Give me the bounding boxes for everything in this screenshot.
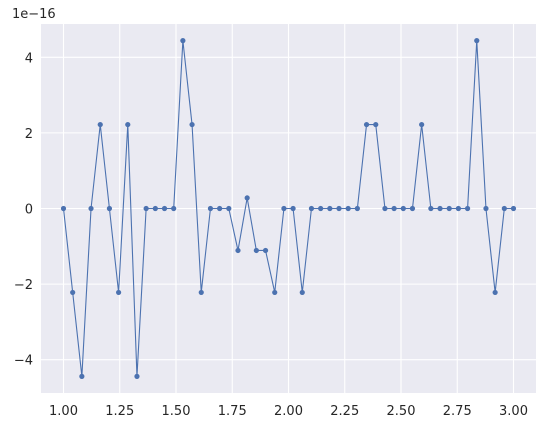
data-point xyxy=(510,205,517,212)
data-point xyxy=(244,195,250,201)
data-point xyxy=(281,205,287,212)
data-point xyxy=(97,121,103,128)
data-point xyxy=(492,289,498,296)
data-point xyxy=(428,205,434,212)
data-point xyxy=(79,373,85,379)
data-point xyxy=(161,205,168,212)
x-tick-label: 2.75 xyxy=(443,404,472,419)
data-point xyxy=(180,38,186,44)
x-tick-labels: 1.00 1.25 1.50 1.75 2.00 2.25 2.50 2.75 3.00 xyxy=(49,404,528,419)
data-point xyxy=(134,373,140,379)
data-point xyxy=(125,121,131,128)
data-point xyxy=(217,205,223,212)
data-point xyxy=(70,289,76,296)
data-point xyxy=(299,289,305,296)
data-point xyxy=(318,205,324,212)
data-point xyxy=(474,38,480,44)
data-point xyxy=(106,205,113,212)
y-axis-offset-label: 1e−16 xyxy=(12,7,56,22)
data-point xyxy=(382,205,388,212)
data-point xyxy=(198,289,204,296)
data-point xyxy=(464,205,471,212)
data-point xyxy=(290,205,296,212)
data-point xyxy=(391,205,397,212)
data-point xyxy=(336,205,342,212)
data-point xyxy=(235,247,241,254)
data-point xyxy=(207,205,214,212)
data-point xyxy=(171,205,177,212)
data-point xyxy=(354,205,360,212)
data-point xyxy=(446,205,452,212)
data-point xyxy=(327,205,333,212)
x-tick-label: 2.00 xyxy=(274,404,303,419)
x-tick-label: 2.25 xyxy=(330,404,359,419)
x-tick-label: 3.00 xyxy=(499,404,528,419)
x-tick-label: 1.75 xyxy=(218,404,247,419)
data-point xyxy=(483,205,489,212)
data-point xyxy=(437,205,443,212)
data-point xyxy=(409,205,416,212)
y-tick-label: −2 xyxy=(14,278,33,293)
y-tick-labels: −4 −2 0 2 4 xyxy=(14,51,33,368)
data-point xyxy=(455,205,461,212)
data-point xyxy=(143,205,149,212)
x-tick-label: 1.50 xyxy=(162,404,191,419)
series-points xyxy=(60,38,517,379)
data-point xyxy=(88,205,94,212)
x-tick-label: 1.25 xyxy=(105,404,134,419)
data-point xyxy=(262,247,269,254)
data-point xyxy=(60,205,67,212)
x-tick-label: 1.00 xyxy=(49,404,78,419)
data-point xyxy=(363,121,370,128)
data-point xyxy=(189,121,195,128)
y-tick-label: −4 xyxy=(14,354,33,369)
data-point xyxy=(272,289,278,296)
data-point xyxy=(345,205,351,212)
data-point xyxy=(501,205,507,212)
data-point xyxy=(116,289,122,296)
data-point xyxy=(308,205,315,212)
x-tick-label: 2.50 xyxy=(387,404,416,419)
data-point xyxy=(152,205,158,212)
data-point xyxy=(226,205,232,212)
y-tick-label: 0 xyxy=(25,203,33,218)
data-point xyxy=(253,247,259,254)
data-point xyxy=(419,121,425,128)
data-point xyxy=(373,121,379,128)
y-tick-label: 4 xyxy=(25,51,33,66)
y-tick-label: 2 xyxy=(25,127,33,142)
data-point xyxy=(400,205,406,212)
